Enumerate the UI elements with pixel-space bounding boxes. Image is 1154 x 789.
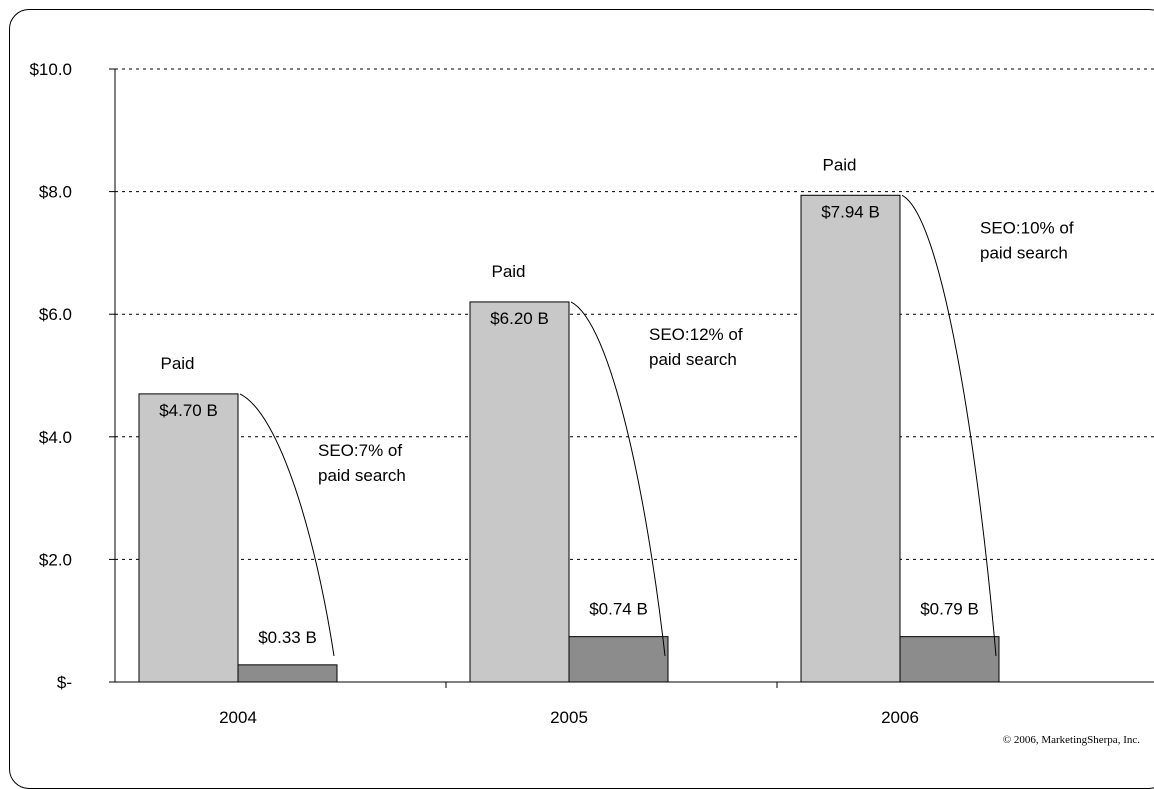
y-tick-label: $8.0 xyxy=(39,183,72,202)
gridlines xyxy=(115,68,1154,560)
data-label: $0.33 B xyxy=(258,628,317,647)
seo-annotation-line1: SEO:10% of xyxy=(980,218,1074,237)
seo-bar xyxy=(237,664,338,683)
paid-search-bar xyxy=(800,194,901,683)
callout-line xyxy=(570,301,666,657)
y-axis-ticks: $- $2.0 $4.0 $6.0 $8.0 $10.0 xyxy=(29,60,115,692)
y-tick-label: $10.0 xyxy=(29,60,72,79)
paid-label: Paid xyxy=(822,155,856,174)
axes xyxy=(114,69,1154,683)
seo-annotation-line2: paid search xyxy=(980,243,1068,262)
seo-bar xyxy=(568,636,669,683)
data-label: $0.74 B xyxy=(589,600,648,619)
x-axis-categories: 2004 2005 2006 xyxy=(219,682,919,727)
paid-label: Paid xyxy=(491,262,525,281)
paid-search-bar xyxy=(469,301,570,683)
annotations: Paid SEO:7% of paid search Paid SEO:12% of pa… xyxy=(160,155,1074,657)
seo-bar xyxy=(899,636,1000,683)
x-category-label: 2004 xyxy=(219,708,257,727)
y-tick-label: $- xyxy=(57,673,72,692)
bar-chart: $- $2.0 $4.0 $6.0 $8.0 $10.0 $4.70 B $0.33 B $6… xyxy=(29,60,1154,746)
paid-label: Paid xyxy=(160,354,194,373)
y-tick-label: $4.0 xyxy=(39,428,72,447)
x-category-label: 2006 xyxy=(881,708,919,727)
seo-annotation-line1: SEO:12% of xyxy=(649,325,743,344)
seo-annotation-line1: SEO:7% of xyxy=(318,441,402,460)
callout-line xyxy=(901,194,997,657)
callout-line xyxy=(239,393,335,657)
data-label: $7.94 B xyxy=(821,202,880,221)
copyright-text: © 2006, MarketingSherpa, Inc. xyxy=(1003,734,1141,746)
y-tick-label: $6.0 xyxy=(39,305,72,324)
data-label: $6.20 B xyxy=(490,309,549,328)
data-label: $0.79 B xyxy=(920,600,979,619)
x-category-label: 2005 xyxy=(550,708,588,727)
data-label: $4.70 B xyxy=(159,401,218,420)
y-tick-label: $2.0 xyxy=(39,550,72,569)
seo-annotation-line2: paid search xyxy=(649,350,737,369)
paid-search-bar xyxy=(138,393,239,683)
seo-annotation-line2: paid search xyxy=(318,466,406,485)
bars: $4.70 B $0.33 B $6.20 B $0.74 B $7.94 B $0.79… xyxy=(138,194,1000,683)
